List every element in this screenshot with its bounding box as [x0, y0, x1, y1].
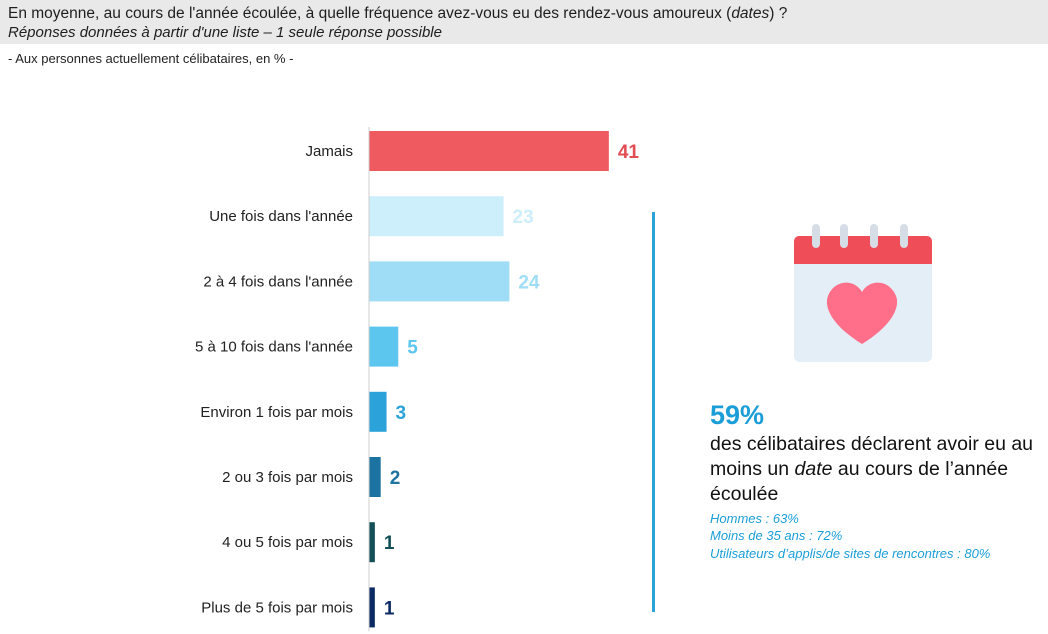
category-label: Plus de 5 fois par mois	[201, 599, 353, 616]
category-label: 2 à 4 fois dans l'année	[203, 273, 353, 290]
category-label: Environ 1 fois par mois	[200, 404, 353, 421]
bar	[369, 391, 387, 432]
value-label: 3	[396, 403, 407, 424]
category-label: 5 à 10 fois dans l'année	[195, 339, 353, 356]
subgroup-men: Hommes : 63%	[710, 511, 799, 526]
subgroup-under-35: Moins de 35 ans : 72%	[710, 528, 843, 543]
value-label: 24	[518, 272, 540, 293]
category-label: 4 ou 5 fois par mois	[222, 534, 353, 551]
bar	[369, 587, 375, 628]
category-label: 2 ou 3 fois par mois	[222, 469, 353, 486]
value-label: 23	[513, 207, 534, 228]
callout-percent: 59%	[710, 400, 765, 430]
value-label: 41	[618, 142, 640, 163]
bar	[369, 326, 399, 367]
base-note: - Aux personnes actuellement célibataire…	[8, 51, 294, 66]
question-instructions: Réponses données à partir d'une liste – …	[8, 24, 442, 41]
question-title: En moyenne, au cours de l'année écoulée,…	[8, 5, 788, 22]
bar	[369, 457, 381, 497]
callout-text: des célibataires déclarent avoir eu au m…	[710, 433, 1034, 505]
vertical-divider	[652, 212, 655, 612]
calendar-heart-icon	[794, 224, 932, 362]
bar	[369, 261, 510, 302]
value-label: 5	[407, 338, 418, 359]
bar	[369, 131, 609, 171]
value-label: 1	[384, 533, 395, 554]
bar	[369, 522, 375, 563]
category-label: Jamais	[305, 143, 353, 160]
category-label: Une fois dans l'année	[209, 208, 353, 225]
question-header: En moyenne, au cours de l'année écoulée,…	[0, 0, 1048, 44]
value-label: 1	[384, 598, 395, 619]
subgroup-app-users: Utilisateurs d’applis/de sites de rencon…	[710, 546, 991, 561]
value-label: 2	[390, 468, 401, 489]
bar	[369, 196, 504, 237]
